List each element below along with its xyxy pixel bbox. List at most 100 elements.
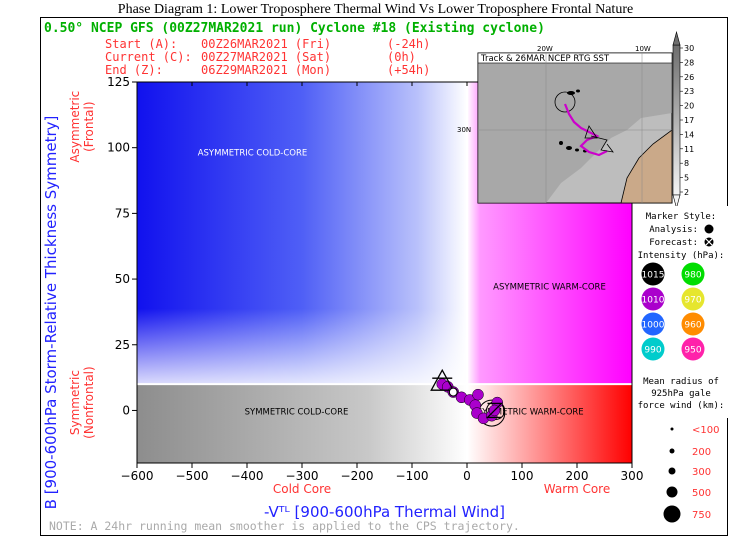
header-times: Start (A): 00Z26MAR2021 (Fri) (-24h) Cur… [105, 37, 430, 77]
forecast-label: Forecast: [649, 238, 698, 248]
plot-border [136, 81, 633, 464]
inset-island [575, 148, 579, 152]
x-tick-label: −100 [396, 469, 429, 483]
y-tick-label: 75 [115, 206, 130, 220]
marker-style-title: Marker Style: [646, 212, 716, 222]
sst-colorbar-bottom-arrow [672, 194, 681, 210]
intensity-swatch-label: 1015 [642, 271, 665, 281]
radius-swatch-label: <100 [692, 425, 719, 436]
y-tick-label: 0 [122, 403, 130, 417]
intensity-swatch [641, 312, 665, 336]
intensity-swatch-label: 960 [684, 321, 701, 331]
intensity-swatch [681, 337, 705, 361]
end-time: 06Z29MAR2021 (Mon) [201, 63, 331, 77]
intensity-swatch-label: 1000 [642, 321, 665, 331]
track-inset-map: Track & 26MAR NCEP RTG SST 20W 10W 30N [457, 45, 673, 204]
sst-colorbar-fill [672, 44, 681, 196]
x-axis-title: -Vᵀᴸ [900-600hPa Thermal Wind] [264, 503, 505, 521]
sst-colorbar-tick-label: 8 [684, 159, 689, 168]
x-tick-label: −200 [341, 469, 374, 483]
y-tick-label: 125 [107, 75, 130, 89]
radius-swatch-label: 200 [692, 447, 711, 458]
intensity-swatch-label: 1010 [642, 296, 665, 306]
intensity-swatch [641, 262, 665, 286]
inset-lon-20w: 20W [537, 45, 553, 53]
start-marker-a [430, 368, 455, 391]
sst-colorbar: 2 5 8 11 14 17 20 23 26 28 30 [672, 30, 694, 210]
start-time: 00Z26MAR2021 (Fri) [201, 37, 331, 51]
intensity-swatch-label: 970 [684, 296, 701, 306]
sst-colorbar-tick-label: 30 [684, 44, 694, 53]
inset-track-z-marker [590, 135, 614, 153]
quadrant-label-asym-cold: ASYMMETRIC COLD-CORE [198, 149, 308, 159]
current-label: Current (C): [105, 50, 192, 64]
radius-title-line1: Mean radius of [643, 377, 719, 387]
intensity-swatch-label: 950 [684, 346, 701, 356]
inset-track-line [563, 103, 608, 157]
sst-colorbar-tick-label: 14 [684, 130, 694, 139]
inset-track-circle [554, 91, 576, 113]
current-offset: (0h) [387, 50, 416, 64]
inset-island [576, 89, 580, 93]
intensity-swatch-label: 980 [684, 271, 701, 281]
forecast-marker-icon [704, 237, 714, 247]
trajectory-point [472, 388, 484, 401]
warm-core-label: Warm Core [544, 482, 610, 496]
analysis-label: Analysis: [649, 225, 698, 235]
intensity-title: Intensity (hPa): [638, 251, 725, 261]
legend-panel: Marker Style: Analysis: Forecast: Intens… [634, 206, 728, 523]
radius-title-line2: 925hPa gale [651, 389, 711, 399]
x-tick-label: −500 [176, 469, 209, 483]
intensity-swatch-label: 990 [644, 346, 661, 356]
quadrant-label-asym-warm: ASYMMETRIC WARM-CORE [493, 283, 606, 293]
sst-colorbar-tick-label: 17 [684, 116, 694, 125]
end-label: End (Z): [105, 63, 163, 77]
inset-island [567, 91, 575, 95]
radius-title-line3: force wind (km): [638, 401, 725, 411]
x-tick-label: −400 [231, 469, 264, 483]
figure-frame: 0.50° NCEP GFS (00Z27MAR2021 run) Cyclon… [40, 17, 728, 536]
header-title: 0.50° NCEP GFS (00Z27MAR2021 run) Cyclon… [44, 21, 545, 36]
end-marker-z [485, 402, 504, 419]
inset-island [559, 141, 563, 145]
sym-warm-region [467, 384, 632, 463]
y-tick-label: 100 [107, 141, 130, 155]
x-tick-label: 100 [511, 469, 534, 483]
sst-colorbar-tick-label: 11 [684, 145, 694, 154]
symmetric-nonfrontal-label: (Nonfrontal) [82, 366, 96, 439]
current-marker-c [448, 387, 458, 397]
current-time: 00Z27MAR2021 (Sat) [201, 50, 331, 64]
intensity-swatch [641, 287, 665, 311]
intensity-swatch [681, 312, 705, 336]
sst-colorbar-top-arrow [672, 30, 681, 46]
intensity-swatch [681, 262, 705, 286]
phase-diagram: 0.50° NCEP GFS (00Z27MAR2021 run) Cyclon… [42, 21, 728, 533]
y-tick-label: 50 [115, 272, 130, 286]
radius-swatch-label: 500 [692, 488, 711, 499]
sst-colorbar-tick-label: 2 [684, 188, 689, 197]
y-axis-title: B [900-600hPa Storm-Relative Thickness S… [42, 116, 60, 510]
asym-cold-fade [137, 82, 467, 385]
inset-land [620, 129, 673, 204]
x-axis: −600 −500 −400 −300 −200 −100 0 100 200 300 [121, 82, 644, 483]
radius-swatch-label: 300 [692, 467, 711, 478]
quadrant-label-sym-warm: SYMMETRIC WARM-CORE [477, 407, 584, 417]
inset-lat-30n: 30N [457, 126, 471, 134]
end-offset: (+54h) [387, 63, 430, 77]
quadrant-backgrounds [137, 82, 632, 463]
y-tick-label: 25 [115, 338, 130, 352]
y-side-labels: Asymmetric (Frontal) Symmetric (Nonfrontal) [68, 91, 96, 439]
x-tick-label: 300 [621, 469, 644, 483]
x-tick-label: 0 [463, 469, 471, 483]
radius-swatch [663, 505, 681, 523]
page-title: Phase Diagram 1: Lower Troposphere Therm… [117, 2, 634, 17]
inset-warm-sea [478, 53, 672, 203]
inset-title-bar [477, 52, 673, 64]
start-offset: (-24h) [387, 37, 430, 51]
asymmetric-frontal-label: Asymmetric [68, 91, 82, 163]
cold-core-label: Cold Core [273, 482, 331, 496]
radius-swatch [670, 427, 674, 431]
intensity-swatch [681, 287, 705, 311]
sst-colorbar-tick-label: 23 [684, 87, 694, 96]
radius-swatch [669, 448, 675, 454]
